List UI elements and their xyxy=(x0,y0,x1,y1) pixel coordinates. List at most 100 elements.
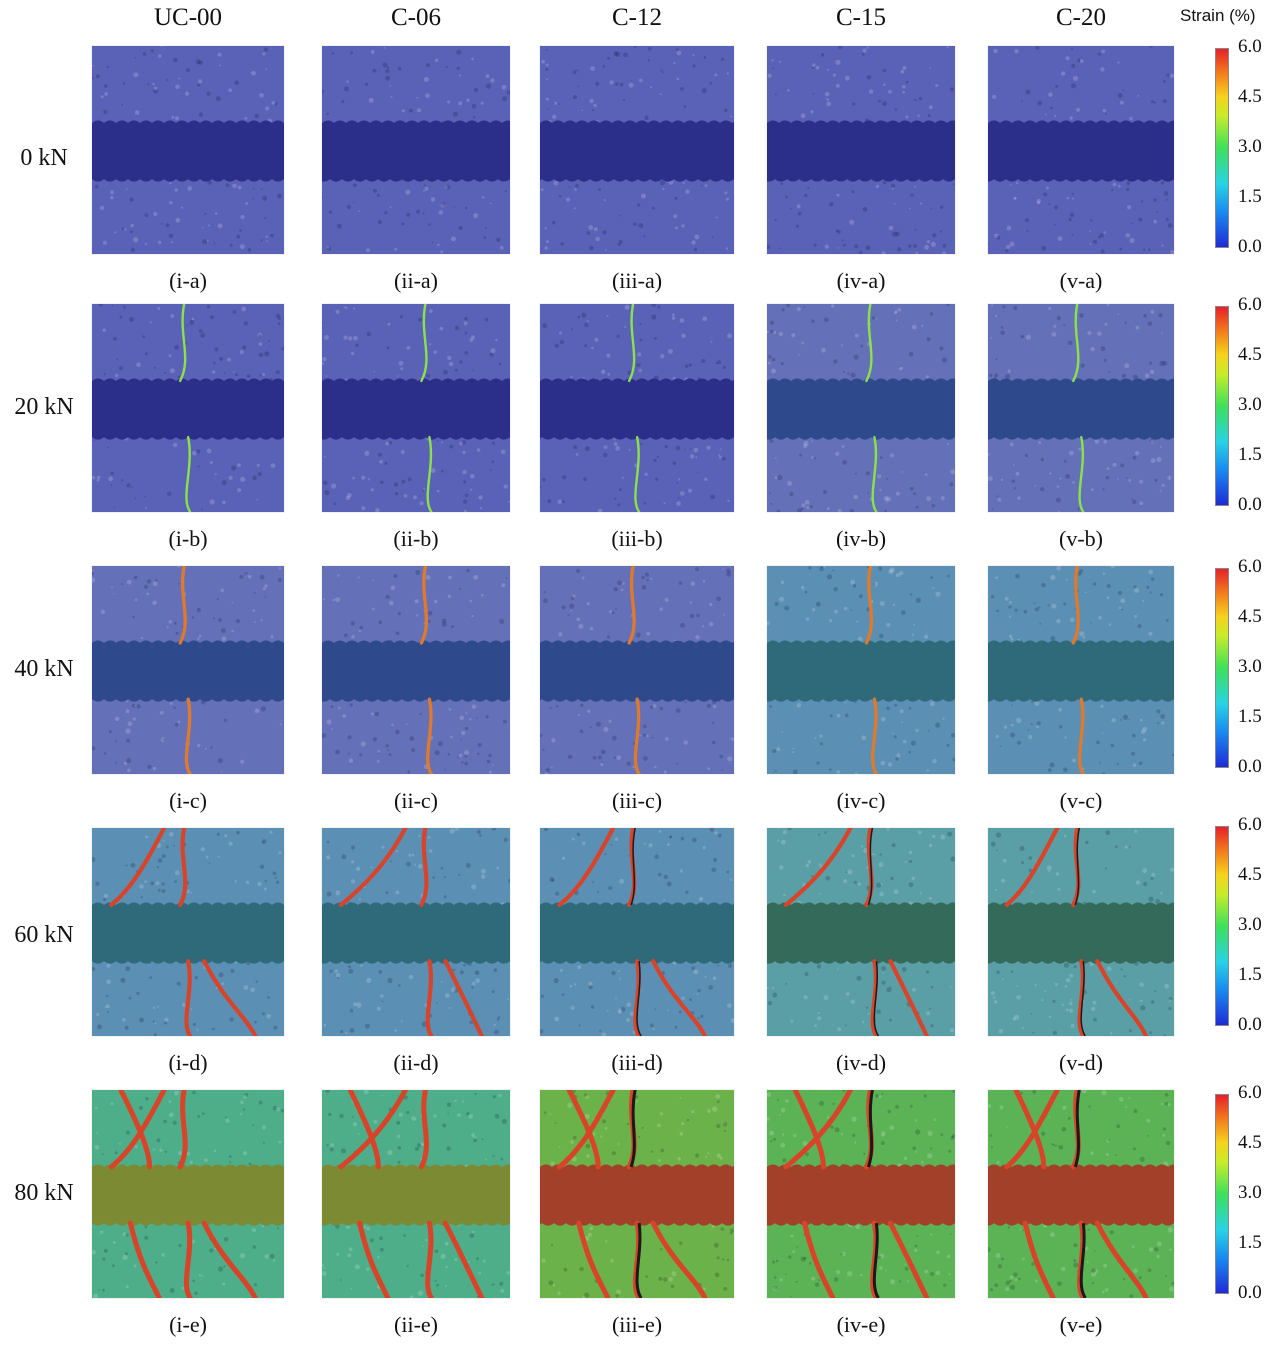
surface-speckle xyxy=(628,448,631,451)
surface-speckle xyxy=(128,996,132,1000)
surface-speckle xyxy=(767,1092,772,1098)
surface-speckle xyxy=(601,369,606,374)
surface-speckle xyxy=(115,761,117,764)
surface-speckle xyxy=(948,1149,952,1153)
surface-speckle xyxy=(277,1227,280,1230)
surface-speckle xyxy=(1033,602,1036,604)
surface-speckle xyxy=(258,1100,263,1105)
surface-speckle xyxy=(1073,1243,1078,1248)
surface-speckle xyxy=(723,108,728,113)
surface-speckle xyxy=(558,195,562,198)
surface-speckle xyxy=(602,1119,607,1124)
surface-speckle xyxy=(218,1266,224,1272)
surface-speckle xyxy=(165,223,170,228)
surface-speckle xyxy=(483,236,487,240)
surface-speckle xyxy=(343,306,346,309)
surface-speckle xyxy=(894,310,898,314)
surface-speckle xyxy=(571,596,575,600)
surface-speckle xyxy=(1073,76,1078,81)
surface-speckle xyxy=(995,576,999,580)
surface-speckle xyxy=(426,438,429,441)
surface-speckle xyxy=(812,92,815,95)
surface-speckle xyxy=(809,505,813,509)
surface-speckle xyxy=(499,1281,504,1286)
surface-speckle xyxy=(252,197,254,200)
surface-speckle xyxy=(712,704,717,709)
surface-speckle xyxy=(895,1104,899,1109)
surface-speckle xyxy=(436,1283,439,1287)
surface-speckle xyxy=(161,854,166,858)
surface-speckle xyxy=(800,1256,806,1262)
surface-speckle xyxy=(140,896,143,899)
surface-speckle xyxy=(1157,722,1160,725)
surface-speckle xyxy=(372,579,374,582)
surface-speckle xyxy=(767,1117,770,1121)
surface-speckle xyxy=(861,1020,865,1024)
surface-speckle xyxy=(361,506,366,511)
surface-speckle xyxy=(927,1130,933,1136)
surface-speckle xyxy=(1015,573,1020,579)
surface-speckle xyxy=(612,735,617,741)
surface-speckle xyxy=(497,1016,501,1019)
surface-speckle xyxy=(152,82,155,86)
surface-speckle xyxy=(466,568,470,573)
surface-speckle xyxy=(597,755,602,760)
surface-speckle xyxy=(395,631,400,636)
surface-speckle xyxy=(643,501,647,505)
surface-speckle xyxy=(106,1004,110,1008)
surface-speckle xyxy=(1100,249,1105,254)
surface-speckle xyxy=(426,373,431,378)
surface-speckle xyxy=(389,206,392,209)
surface-speckle xyxy=(139,1017,145,1023)
surface-speckle xyxy=(1069,116,1073,120)
surface-speckle xyxy=(914,185,917,188)
surface-speckle xyxy=(586,320,589,323)
surface-speckle xyxy=(994,1283,999,1288)
surface-speckle xyxy=(159,1148,163,1152)
surface-speckle xyxy=(465,863,471,868)
crack-path xyxy=(1004,828,1060,908)
surface-speckle xyxy=(169,368,175,374)
surface-speckle xyxy=(664,597,669,602)
surface-speckle xyxy=(844,75,850,81)
surface-speckle xyxy=(447,594,452,599)
crack-path xyxy=(1077,697,1085,774)
surface-speckle xyxy=(899,367,903,371)
surface-speckle xyxy=(270,233,274,238)
surface-speckle xyxy=(372,737,377,742)
surface-speckle xyxy=(129,230,133,234)
surface-speckle xyxy=(894,703,898,707)
surface-speckle xyxy=(428,223,431,226)
crack-path xyxy=(184,959,193,1036)
surface-speckle xyxy=(1021,100,1024,103)
mortar-joint xyxy=(92,1164,284,1226)
surface-speckle xyxy=(217,855,220,858)
surface-speckle xyxy=(136,362,141,368)
surface-speckle xyxy=(585,1094,589,1099)
surface-speckle xyxy=(952,757,955,762)
surface-speckle xyxy=(1170,250,1174,254)
surface-speckle xyxy=(867,492,869,494)
surface-speckle xyxy=(915,1129,921,1135)
surface-speckle xyxy=(391,723,394,727)
surface-speckle xyxy=(914,98,917,101)
surface-speckle xyxy=(444,185,449,189)
surface-speckle xyxy=(257,472,262,477)
surface-speckle xyxy=(990,1288,993,1292)
surface-speckle xyxy=(216,598,219,601)
surface-speckle xyxy=(1079,631,1085,637)
dic-strain-map xyxy=(322,828,510,1036)
surface-speckle xyxy=(946,743,950,747)
surface-speckle xyxy=(551,878,555,882)
surface-speckle xyxy=(456,49,462,55)
surface-speckle xyxy=(909,486,914,491)
surface-speckle xyxy=(1007,1226,1011,1229)
surface-speckle xyxy=(1025,334,1032,340)
surface-speckle xyxy=(174,880,177,883)
surface-speckle xyxy=(781,308,785,312)
surface-speckle xyxy=(655,477,659,481)
surface-speckle xyxy=(947,831,953,837)
surface-speckle xyxy=(353,307,356,310)
surface-speckle xyxy=(133,72,139,78)
surface-speckle xyxy=(673,1026,675,1029)
